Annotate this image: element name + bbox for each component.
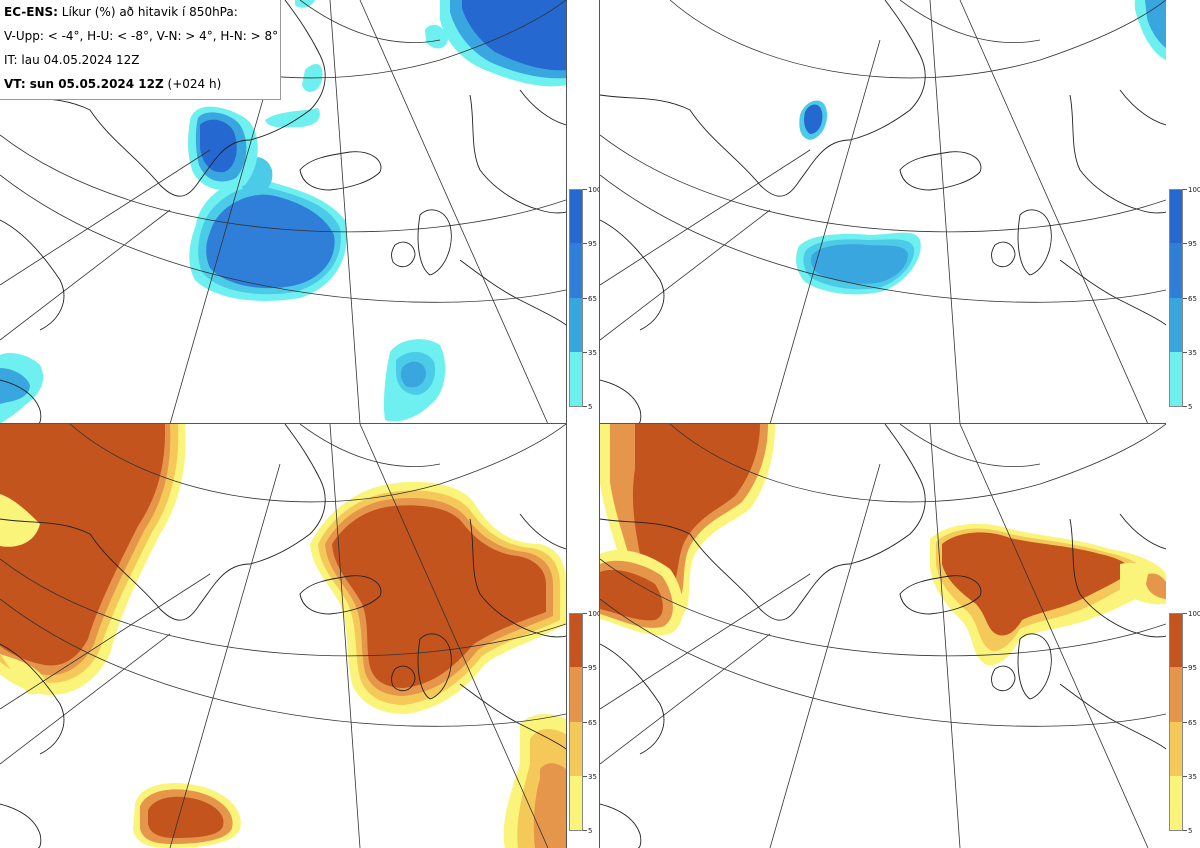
coastlines [600, 0, 1166, 424]
panel-divider-vertical-right [599, 0, 600, 848]
colorbar-label: 5 [1188, 827, 1193, 835]
colorbar-label: 5 [588, 827, 593, 835]
info-valid-line: VT: sun 05.05.2024 12Z (+024 h) [4, 75, 280, 99]
panel-divider-horizontal-right [600, 423, 1166, 424]
colorbar-label: 95 [588, 664, 597, 672]
panel-divider-horizontal-left [0, 423, 566, 424]
colorbar-label: 95 [588, 240, 597, 248]
map-panel-bottom-left [0, 424, 566, 848]
graticule [0, 0, 566, 424]
colorbar-label: 65 [1188, 295, 1197, 303]
colorbar-label: 65 [1188, 719, 1197, 727]
colorbar-bottom-left: 100 95 65 35 5 [569, 610, 602, 843]
probability-map [0, 424, 566, 848]
valid-time: VT: sun 05.05.2024 12Z [4, 77, 164, 91]
info-thresholds: V-Upp: < -4°, H-U: < -8°, V-N: > 4°, H-N… [4, 29, 279, 43]
colorbar-label: 35 [588, 349, 597, 357]
model-label: EC-ENS: [4, 5, 58, 19]
coastlines [600, 424, 1166, 848]
map-panel-top-right [600, 0, 1166, 424]
coastlines [0, 0, 566, 424]
colorbar-label: 35 [588, 773, 597, 781]
colorbar-top-left: 100 95 65 35 5 [569, 186, 602, 419]
colorbar-top-right: 100 95 65 35 5 [1169, 186, 1200, 419]
colorbar-label: 65 [588, 295, 597, 303]
colorbar-label: 100 [588, 186, 602, 194]
info-initial-time: IT: lau 04.05.2024 12Z [4, 53, 140, 67]
colorbar-label: 35 [1188, 349, 1197, 357]
colorbar-label: 95 [1188, 240, 1197, 248]
colorbar-label: 65 [588, 719, 597, 727]
colorbar-label: 95 [1188, 664, 1197, 672]
colorbar-label: 100 [588, 610, 602, 618]
probability-field [0, 0, 566, 424]
colorbar-label: 5 [588, 403, 593, 411]
lead-time: (+024 h) [167, 77, 222, 91]
panel-divider-vertical-left [566, 0, 567, 848]
map-title: Líkur (%) að hitavik í 850hPa: [61, 5, 238, 19]
colorbar-label: 100 [1188, 610, 1200, 618]
graticule [0, 424, 566, 848]
probability-field [0, 424, 566, 848]
colorbar-label: 100 [1188, 186, 1200, 194]
info-title-line: EC-ENS: Líkur (%) að hitavik í 850hPa: [4, 3, 280, 27]
probability-field [796, 0, 1166, 295]
probability-map [600, 0, 1166, 424]
graticule [600, 424, 1166, 848]
colorbar-label: 5 [1188, 403, 1193, 411]
colorbar-bottom-right: 100 95 65 35 5 [1169, 610, 1200, 843]
map-info-box: EC-ENS: Líkur (%) að hitavik í 850hPa: V… [0, 0, 281, 100]
probability-field [600, 424, 1166, 666]
map-panel-top-left: EC-ENS: Líkur (%) að hitavik í 850hPa: V… [0, 0, 566, 424]
probability-map [0, 0, 566, 424]
graticule [600, 0, 1166, 424]
map-panel-bottom-right [600, 424, 1166, 848]
colorbar-label: 35 [1188, 773, 1197, 781]
coastlines [0, 424, 566, 848]
probability-map [600, 424, 1166, 848]
